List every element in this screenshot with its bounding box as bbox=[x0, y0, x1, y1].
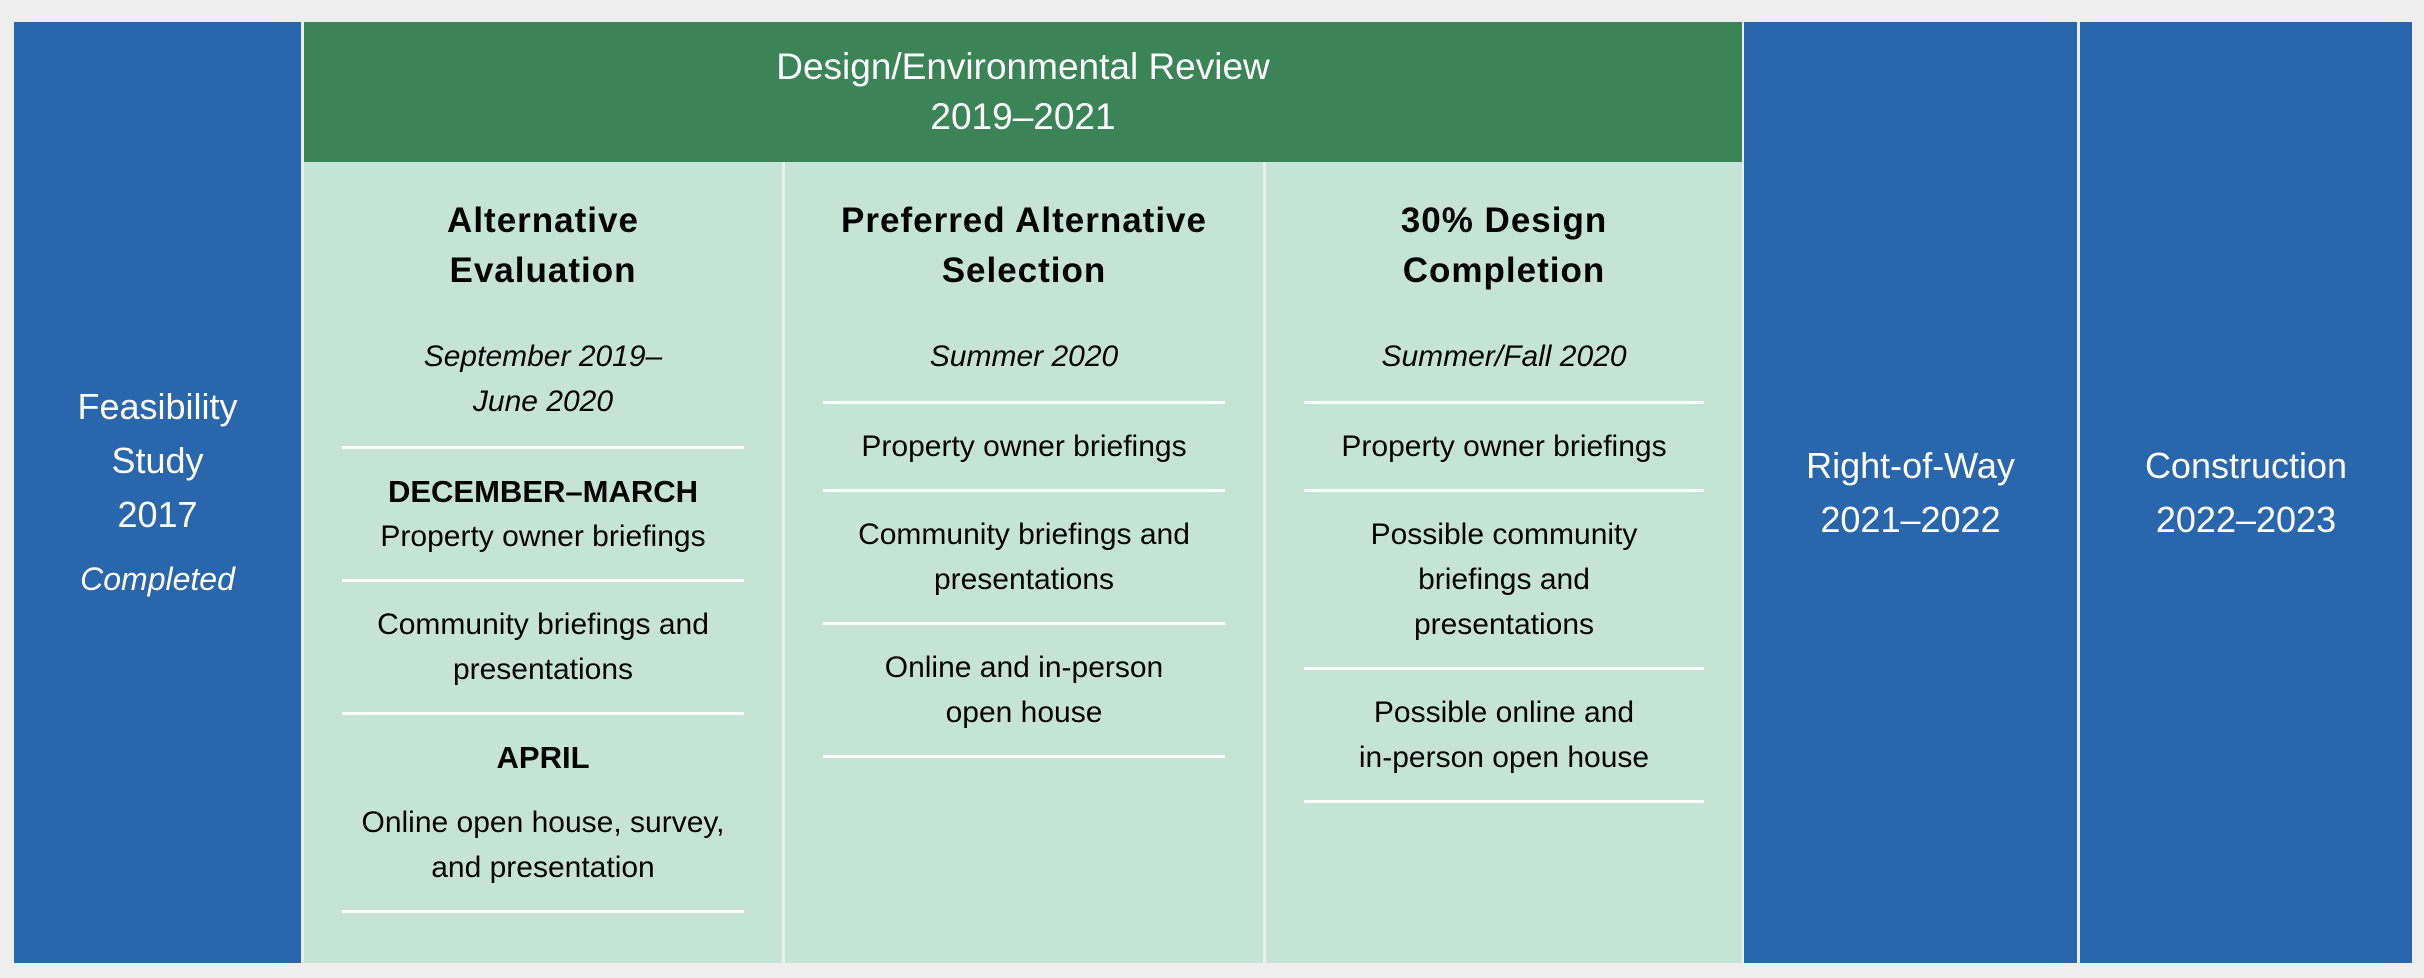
title-line: Preferred Alternative bbox=[841, 201, 1207, 240]
list-item: Possible community briefings and presentat… bbox=[1304, 492, 1704, 670]
item-line: Online and in-person bbox=[884, 651, 1164, 684]
design-header: Design/Environmental Review 2019–2021 bbox=[304, 22, 1742, 162]
title-line: Evaluation bbox=[449, 251, 637, 290]
subphase-title: Preferred Alternative Selection bbox=[785, 162, 1263, 296]
item-line: Community briefings and bbox=[858, 518, 1190, 551]
item-line: Possible community bbox=[1370, 518, 1638, 551]
list-item: Online open house, survey, and presentati… bbox=[342, 780, 744, 913]
item-line: open house bbox=[945, 696, 1103, 729]
phase-title: Feasibility bbox=[77, 385, 238, 427]
list-item: Property owner briefings bbox=[342, 514, 744, 582]
item-line: Property owner briefings bbox=[380, 520, 706, 553]
group-label: APRIL bbox=[496, 740, 590, 775]
item-line: and presentation bbox=[431, 851, 655, 884]
subphase-date: Summer/Fall 2020 bbox=[1304, 296, 1704, 404]
item-line: presentations bbox=[1413, 608, 1595, 641]
subphase-title: Alternative Evaluation bbox=[304, 162, 782, 296]
list-item: Possible online and in-person open house bbox=[1304, 670, 1704, 803]
item-line: Possible online and bbox=[1373, 696, 1635, 729]
phase-title: Study bbox=[111, 439, 204, 481]
design-years: 2019–2021 bbox=[930, 96, 1116, 137]
date-line: September 2019– bbox=[423, 340, 663, 373]
title-line: 30% Design bbox=[1400, 201, 1608, 240]
phase-status: Completed bbox=[80, 560, 235, 597]
item-line: Property owner briefings bbox=[1341, 430, 1667, 463]
list-item: Property owner briefings bbox=[1304, 404, 1704, 492]
list-item: Online and in-person open house bbox=[823, 625, 1225, 758]
phase-title: Construction bbox=[2144, 444, 2348, 486]
date-line: June 2020 bbox=[472, 385, 614, 418]
subphase-date: Summer 2020 bbox=[823, 296, 1225, 404]
phase-years: 2021–2022 bbox=[1820, 498, 2001, 540]
group-label: DECEMBER–MARCH bbox=[387, 474, 698, 509]
item-line: Property owner briefings bbox=[861, 430, 1187, 463]
phase-year: 2017 bbox=[117, 493, 198, 535]
phase-title: Right-of-Way bbox=[1806, 444, 2015, 486]
list-item: Community briefings and presentations bbox=[342, 582, 744, 715]
design-title: Design/Environmental Review bbox=[776, 46, 1270, 87]
list-item: Community briefings and presentations bbox=[823, 492, 1225, 625]
phase-right-of-way: Right-of-Way 2021–2022 bbox=[1744, 22, 2077, 963]
phase-years: 2022–2023 bbox=[2155, 498, 2337, 540]
subphase-preferred-alternative-selection: Preferred Alternative Selection Summer 2… bbox=[785, 162, 1263, 963]
subphase-30-percent-design-completion: 30% Design Completion Summer/Fall 2020 P… bbox=[1266, 162, 1742, 963]
subphase-alternative-evaluation: Alternative Evaluation September 2019– J… bbox=[304, 162, 782, 963]
item-line: briefings and bbox=[1418, 563, 1590, 596]
phase-design-environmental-review: Design/Environmental Review 2019–2021 Al… bbox=[304, 22, 1742, 963]
item-line: presentations bbox=[933, 563, 1115, 596]
phase-feasibility-study: Feasibility Study 2017 Completed bbox=[14, 22, 301, 963]
title-line: Completion bbox=[1402, 251, 1606, 290]
list-item: Property owner briefings bbox=[823, 404, 1225, 492]
item-line: Community briefings and bbox=[377, 608, 709, 641]
phase-construction: Construction 2022–2023 bbox=[2080, 22, 2412, 963]
title-line: Alternative bbox=[447, 201, 639, 240]
title-line: Selection bbox=[941, 251, 1107, 290]
subphase-date: September 2019– June 2020 bbox=[342, 296, 744, 449]
item-line: in-person open house bbox=[1358, 741, 1650, 774]
item-line: Online open house, survey, bbox=[361, 806, 725, 839]
subphase-title: 30% Design Completion bbox=[1266, 162, 1742, 296]
item-line: presentations bbox=[452, 653, 634, 686]
